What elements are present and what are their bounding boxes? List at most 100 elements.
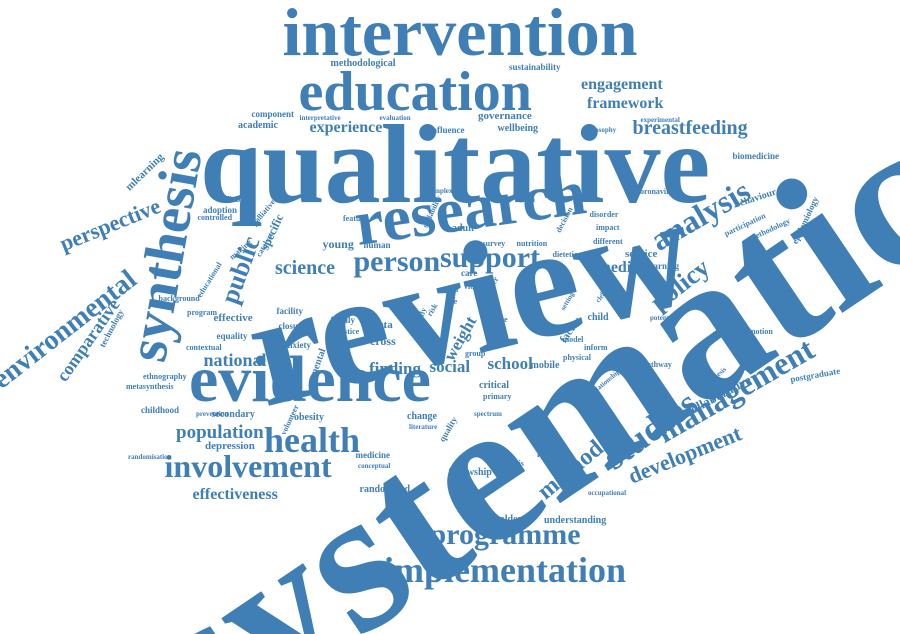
cloud-word: sustainability xyxy=(509,61,561,72)
cloud-word: range xyxy=(488,315,508,324)
cloud-word: impact xyxy=(596,223,620,232)
cloud-word: wellbeing xyxy=(497,123,539,134)
cloud-word: coronavirus xyxy=(636,187,678,196)
cloud-word: care xyxy=(461,267,478,278)
cloud-word: spectrum xyxy=(474,409,502,418)
cloud-word: background xyxy=(158,294,200,303)
cloud-word: obesity xyxy=(294,412,324,423)
cloud-word: metasynthesis xyxy=(126,382,174,391)
cloud-word: anxiety xyxy=(283,339,311,350)
cloud-word: framework xyxy=(587,95,664,112)
cloud-word: qualitative xyxy=(200,103,711,227)
cloud-word: experimental xyxy=(640,115,680,124)
cloud-word: group xyxy=(465,349,486,358)
cloud-word: adoption xyxy=(203,204,238,215)
cloud-word: disorder xyxy=(589,210,619,219)
cloud-word: nursing xyxy=(537,448,567,459)
cloud-word: contextual xyxy=(186,343,222,352)
cloud-word: primary xyxy=(483,392,512,401)
cloud-word: evidence xyxy=(189,343,431,416)
cloud-word: change xyxy=(407,411,437,422)
cloud-word: theory xyxy=(363,323,386,332)
cloud-word: nutrition xyxy=(516,239,548,248)
cloud-word: social xyxy=(429,356,471,376)
cloud-word: occupational xyxy=(588,488,627,497)
cloud-word: promotion xyxy=(737,327,773,336)
cloud-word: science xyxy=(275,257,335,279)
cloud-word: meta xyxy=(369,318,393,331)
cloud-word: education xyxy=(298,61,532,123)
cloud-word: influence xyxy=(429,124,465,135)
cloud-word: depression xyxy=(205,439,255,452)
cloud-word: methodological xyxy=(330,58,396,69)
cloud-word: medical xyxy=(597,259,651,276)
cloud-word: strategy xyxy=(600,288,625,297)
cloud-word: conceptual xyxy=(358,461,391,470)
cloud-word: effectiveness xyxy=(192,486,278,503)
cloud-word: secondary xyxy=(211,409,255,420)
cloud-word: school xyxy=(487,353,533,373)
cloud-word: programme xyxy=(429,518,581,551)
cloud-word: hepatitis xyxy=(494,459,524,468)
cloud-word: randomised xyxy=(359,484,411,495)
cloud-word: critical xyxy=(479,380,509,391)
cloud-word: evaluation xyxy=(379,113,411,122)
cloud-word: finding xyxy=(369,358,421,378)
cloud-word: controlled xyxy=(197,213,233,222)
cloud-word: human xyxy=(363,239,391,250)
cloud-word: breastfeeding xyxy=(632,117,748,139)
cloud-word: component xyxy=(251,108,295,119)
cloud-word: feature xyxy=(343,214,368,223)
cloud-word: life xyxy=(446,297,458,306)
cloud-word: philosophy xyxy=(583,125,617,134)
cloud-word: health xyxy=(264,420,361,460)
cloud-word: different xyxy=(593,237,623,246)
cloud-word: engagement xyxy=(581,76,663,93)
cloud-word: governance xyxy=(478,109,532,122)
cloud-word: ethnography xyxy=(143,372,187,381)
cloud-word: childhood xyxy=(141,404,180,415)
cloud-word: survey xyxy=(482,239,506,248)
cloud-word: family xyxy=(330,314,356,325)
cloud-word: program xyxy=(187,308,218,317)
cloud-word: young xyxy=(322,237,354,251)
cloud-word: literature xyxy=(409,422,438,431)
cloud-word: biomedicine xyxy=(732,150,780,161)
cloud-word: medicine xyxy=(355,449,391,460)
cloud-word: prevention xyxy=(196,409,229,418)
cloud-word: interpretative xyxy=(299,113,341,122)
cloud-word: view xyxy=(464,282,480,291)
cloud-word: intervention xyxy=(282,0,638,70)
cloud-word: service xyxy=(625,247,658,260)
cloud-word: physical xyxy=(563,353,592,362)
cloud-word: model xyxy=(562,335,584,344)
cloud-word: dietetic xyxy=(552,250,578,259)
cloud-word: pathway xyxy=(642,360,672,369)
cloud-word: complex xyxy=(427,186,453,195)
cloud-word: child xyxy=(587,312,609,323)
cloud-word: adult xyxy=(452,223,475,234)
cloud-word: randomisation xyxy=(128,452,172,461)
cloud-word: experience xyxy=(309,119,383,136)
cloud-word: person xyxy=(353,245,441,278)
cloud-word: closure xyxy=(278,320,306,331)
cloud-word: effective xyxy=(213,311,253,324)
cloud-word: implementation xyxy=(384,550,626,590)
cloud-word: inform xyxy=(584,343,608,352)
cloud-word: justice xyxy=(337,327,360,336)
cloud-word: academic xyxy=(238,120,278,131)
cloud-word: support xyxy=(440,241,541,274)
cloud-word: trial xyxy=(443,285,459,294)
cloud-word: fellowship xyxy=(448,467,492,478)
cloud-word: stakeholder xyxy=(472,514,522,525)
cloud-word: national xyxy=(203,350,267,370)
cloud-word: cross xyxy=(370,334,396,348)
cloud-word: facility xyxy=(276,305,304,316)
cloud-word: reliability xyxy=(220,195,254,204)
cloud-word: involvement xyxy=(164,448,332,484)
cloud-word: population xyxy=(176,421,264,443)
cloud-word: equality xyxy=(216,330,248,341)
cloud-word: learning xyxy=(647,260,680,271)
cloud-word: potential xyxy=(650,313,677,322)
